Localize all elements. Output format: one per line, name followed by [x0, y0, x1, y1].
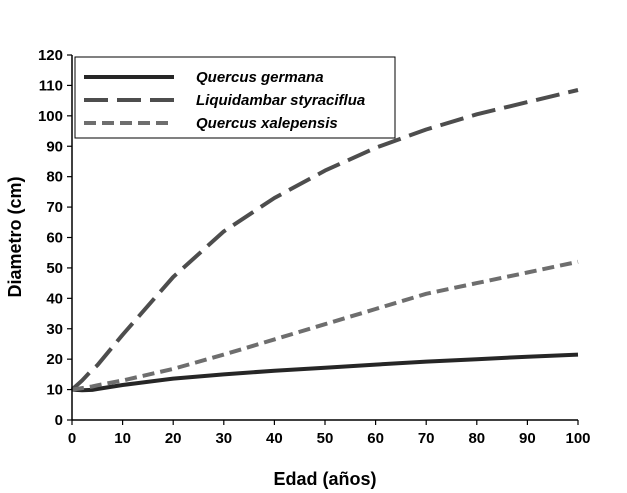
y-tick-label: 90 — [46, 138, 63, 155]
x-tick-label: 100 — [565, 430, 590, 447]
axes-layer: 0 10 20 30 40 50 60 70 80 90 100 110 120 0 10 20 30 40 50 6… — [38, 47, 591, 447]
y-tick-label: 10 — [46, 382, 63, 399]
series-line-quercus-germana — [71, 352, 579, 393]
series-line-liquidambar-styraciflua — [70, 88, 579, 392]
y-tick-label: 70 — [46, 199, 63, 216]
legend-label: Quercus germana — [196, 69, 324, 86]
x-tick-label: 90 — [519, 430, 536, 447]
y-tick-label: 80 — [46, 169, 63, 186]
y-tick-label: 110 — [39, 77, 63, 94]
series-line-quercus-xalepensis — [71, 259, 579, 392]
y-tick-label: 40 — [46, 290, 63, 307]
x-tick-label: 40 — [266, 430, 283, 447]
y-tick-label: 30 — [46, 321, 63, 338]
x-tick-label: 10 — [114, 430, 131, 447]
x-tick-label: 20 — [165, 430, 182, 447]
x-tick-label: 30 — [215, 430, 232, 447]
y-tick-label: 20 — [46, 351, 63, 368]
y-tick-label: 100 — [38, 108, 63, 125]
x-axis-title: Edad (años) — [273, 469, 376, 489]
x-tick-label: 70 — [418, 430, 435, 447]
x-tick-label: 0 — [68, 430, 76, 447]
y-tick-label: 120 — [38, 47, 63, 64]
legend-label: Liquidambar styraciflua — [196, 92, 365, 109]
x-tick-label: 80 — [468, 430, 485, 447]
x-tick-label: 50 — [317, 430, 334, 447]
y-tick-label: 0 — [55, 412, 63, 429]
x-tick-label: 60 — [367, 430, 384, 447]
y-axis-title: Diametro (cm) — [5, 176, 25, 297]
series-layer — [70, 88, 579, 393]
legend-label: Quercus xalepensis — [196, 115, 338, 132]
y-tick-label: 50 — [46, 260, 63, 277]
legend: Quercus germana Liquidambar styraciflua Qu… — [74, 56, 396, 139]
y-tick-label: 60 — [46, 230, 63, 247]
